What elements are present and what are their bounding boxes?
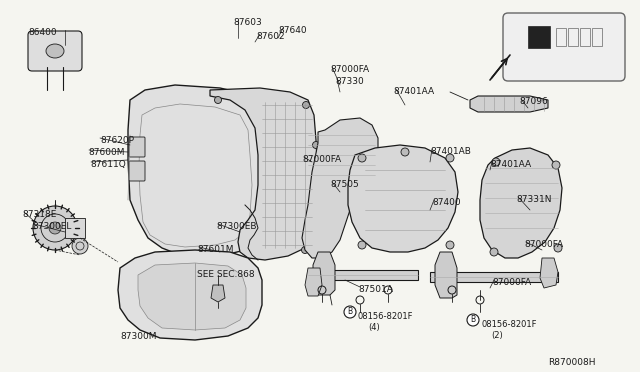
Text: 87602: 87602 xyxy=(256,32,285,41)
Polygon shape xyxy=(308,270,418,280)
Text: 87000FA: 87000FA xyxy=(492,278,531,287)
Circle shape xyxy=(312,196,319,203)
Text: 87401AA: 87401AA xyxy=(393,87,434,96)
Text: 87600M: 87600M xyxy=(88,148,125,157)
Polygon shape xyxy=(540,258,558,288)
Circle shape xyxy=(358,154,366,162)
Circle shape xyxy=(401,148,409,156)
Text: 87505: 87505 xyxy=(330,180,359,189)
Polygon shape xyxy=(430,272,558,282)
Text: B: B xyxy=(348,308,353,317)
FancyBboxPatch shape xyxy=(129,161,145,181)
Text: 87401AB: 87401AB xyxy=(430,147,471,156)
Circle shape xyxy=(358,241,366,249)
Text: 87318E: 87318E xyxy=(22,210,56,219)
Text: 87330: 87330 xyxy=(335,77,364,86)
Circle shape xyxy=(467,314,479,326)
Polygon shape xyxy=(302,118,378,258)
Text: 08156-8201F: 08156-8201F xyxy=(358,312,413,321)
FancyBboxPatch shape xyxy=(528,26,550,48)
Text: 87601M: 87601M xyxy=(197,245,234,254)
Text: 87331N: 87331N xyxy=(516,195,552,204)
Text: SEE SEC.868: SEE SEC.868 xyxy=(197,270,255,279)
Polygon shape xyxy=(210,88,318,260)
FancyBboxPatch shape xyxy=(28,31,82,71)
Text: 87620P: 87620P xyxy=(100,136,134,145)
Circle shape xyxy=(312,141,319,148)
Polygon shape xyxy=(118,250,262,340)
Polygon shape xyxy=(348,145,458,252)
Text: 87000FA: 87000FA xyxy=(524,240,563,249)
Circle shape xyxy=(492,158,500,166)
Circle shape xyxy=(552,161,560,169)
Circle shape xyxy=(214,96,221,103)
Polygon shape xyxy=(313,252,335,295)
Polygon shape xyxy=(305,268,322,296)
Text: 87400: 87400 xyxy=(432,198,461,207)
Circle shape xyxy=(33,206,77,250)
Polygon shape xyxy=(480,148,562,258)
Text: 08156-8201F: 08156-8201F xyxy=(481,320,536,329)
Text: 87640: 87640 xyxy=(278,26,307,35)
Text: 87603: 87603 xyxy=(233,18,262,27)
FancyBboxPatch shape xyxy=(503,13,625,81)
Text: 87000FA: 87000FA xyxy=(302,155,341,164)
FancyBboxPatch shape xyxy=(65,218,85,238)
Text: 87300M: 87300M xyxy=(120,332,157,341)
Text: 87401AA: 87401AA xyxy=(490,160,531,169)
Text: 87096: 87096 xyxy=(519,97,548,106)
Text: B: B xyxy=(470,315,476,324)
Polygon shape xyxy=(435,252,457,298)
Circle shape xyxy=(301,247,308,253)
Text: 87300EL: 87300EL xyxy=(32,222,72,231)
Text: 87501A: 87501A xyxy=(358,285,393,294)
Text: (2): (2) xyxy=(491,331,503,340)
Ellipse shape xyxy=(46,44,64,58)
Text: R870008H: R870008H xyxy=(548,358,595,367)
Circle shape xyxy=(446,241,454,249)
Circle shape xyxy=(344,306,356,318)
Text: 87000FA: 87000FA xyxy=(330,65,369,74)
Circle shape xyxy=(72,238,88,254)
Circle shape xyxy=(490,248,498,256)
Polygon shape xyxy=(138,263,246,330)
Polygon shape xyxy=(211,285,225,302)
Text: 87611Q: 87611Q xyxy=(90,160,125,169)
Text: 86400: 86400 xyxy=(28,28,56,37)
FancyBboxPatch shape xyxy=(129,137,145,157)
Circle shape xyxy=(554,244,562,252)
Polygon shape xyxy=(470,96,548,112)
Circle shape xyxy=(446,154,454,162)
Circle shape xyxy=(49,222,61,234)
Text: 87300EB: 87300EB xyxy=(216,222,257,231)
Circle shape xyxy=(303,102,310,109)
Polygon shape xyxy=(128,85,268,258)
Text: (4): (4) xyxy=(368,323,380,332)
